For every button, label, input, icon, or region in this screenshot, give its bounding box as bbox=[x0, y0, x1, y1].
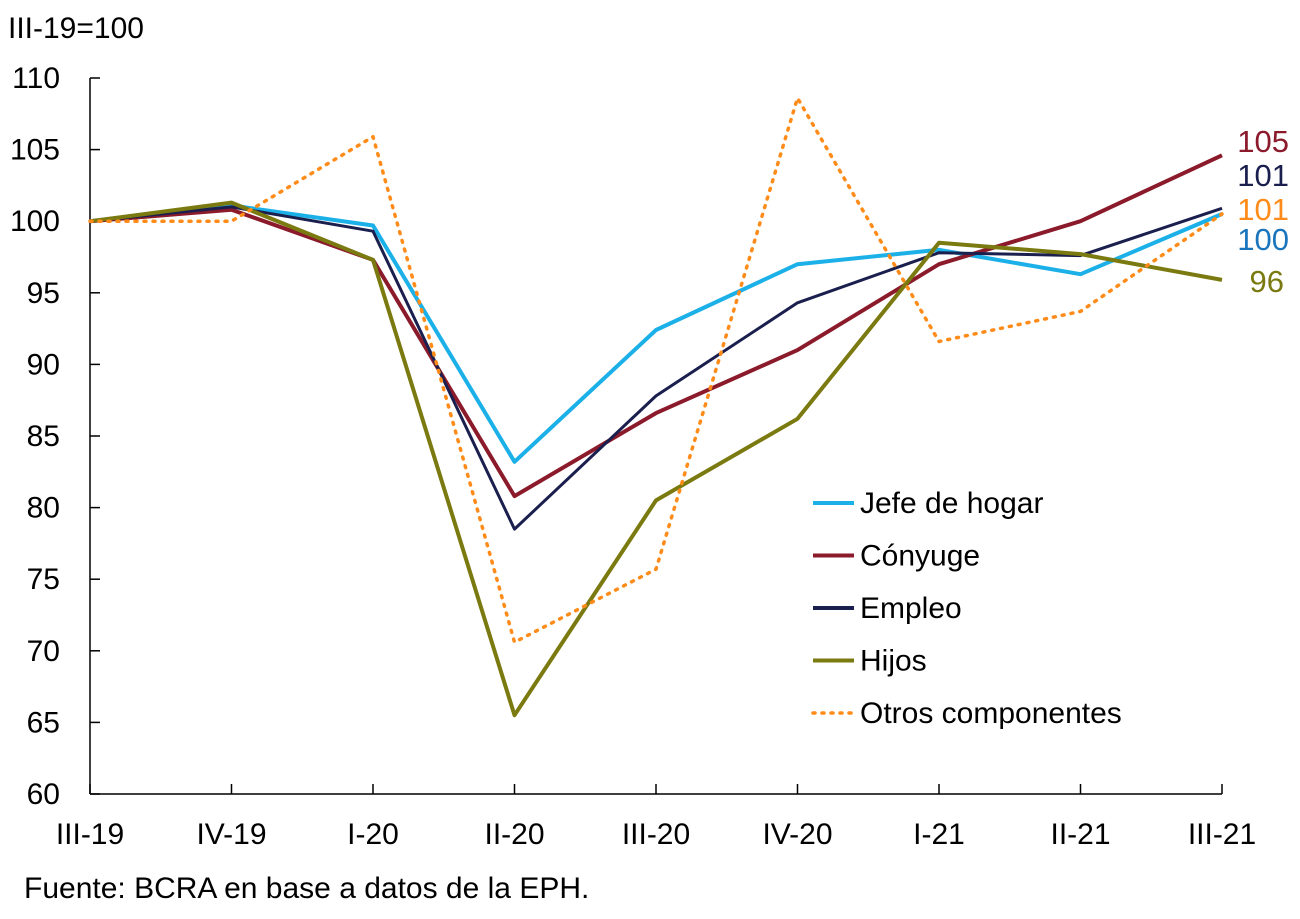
y-tick-label: 60 bbox=[27, 778, 60, 811]
end-value-label: 101 bbox=[1237, 192, 1289, 227]
x-tick-label: III-20 bbox=[622, 818, 690, 851]
x-tick-label: II-20 bbox=[484, 818, 544, 851]
x-tick-label: IV-20 bbox=[762, 818, 832, 851]
legend: Jefe de hogar Cónyuge Empleo Hijos Otros com… bbox=[811, 487, 1122, 730]
x-tick-label: III-21 bbox=[1188, 818, 1256, 851]
legend-label: Hijos bbox=[860, 645, 927, 678]
y-tick-label: 65 bbox=[27, 706, 60, 739]
x-tick-label: I-21 bbox=[913, 818, 965, 851]
series-lines bbox=[88, 96, 1224, 718]
x-tick-label: III-19 bbox=[56, 818, 124, 851]
y-tick-label: 100 bbox=[10, 205, 60, 238]
end-value-label: 101 bbox=[1237, 158, 1289, 193]
y-tick-label: 70 bbox=[27, 635, 60, 668]
y-tick-label: 75 bbox=[27, 563, 60, 596]
x-axis: III-19 IV-19 I-20 II-20 III-20 IV-20 I-21 II-21… bbox=[56, 784, 1256, 851]
y-tick-label: 80 bbox=[27, 492, 60, 525]
legend-label: Jefe de hogar bbox=[860, 487, 1043, 520]
y-tick-label: 90 bbox=[27, 348, 60, 381]
y-tick-label: 110 bbox=[12, 62, 60, 95]
y-tick-label: 95 bbox=[27, 277, 60, 310]
series-line-empleo bbox=[89, 205, 1223, 531]
end-value-label: 100 bbox=[1237, 222, 1289, 257]
x-tick-label: I-20 bbox=[347, 818, 399, 851]
legend-label: Empleo bbox=[860, 592, 962, 625]
series-line-jefe-de-hogar bbox=[89, 203, 1223, 464]
end-value-label: 105 bbox=[1237, 124, 1289, 159]
x-tick-label: IV-19 bbox=[196, 818, 266, 851]
series-line-otros-componentes bbox=[88, 96, 1224, 644]
series-line-c-nyuge bbox=[89, 153, 1223, 499]
series-line-hijos bbox=[89, 200, 1223, 718]
end-value-label: 96 bbox=[1250, 264, 1284, 299]
source-note: Fuente: BCRA en base a datos de la EPH. bbox=[24, 872, 589, 905]
legend-label: Cónyuge bbox=[860, 540, 980, 573]
legend-label: Otros componentes bbox=[860, 697, 1122, 730]
x-tick-label: II-21 bbox=[1050, 818, 1110, 851]
y-tick-label: 85 bbox=[27, 420, 60, 453]
y-axis: 60 65 70 75 80 85 90 95 100 105 110 bbox=[10, 62, 100, 811]
unit-label: III-19=100 bbox=[8, 12, 144, 45]
y-tick-label: 105 bbox=[10, 134, 60, 167]
